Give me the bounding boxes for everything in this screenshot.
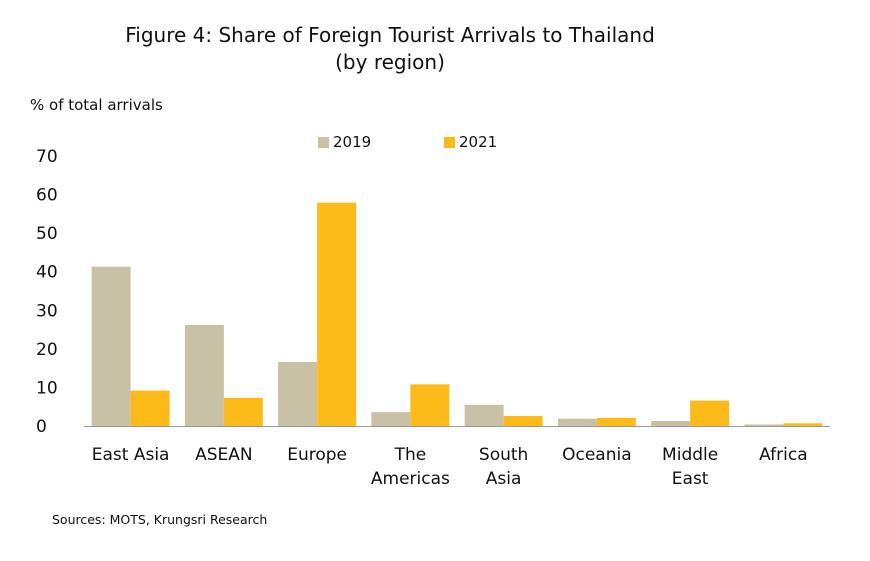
bar-2021-0 xyxy=(130,390,170,426)
bar-2021-7 xyxy=(783,423,823,426)
y-tick-label: 30 xyxy=(36,301,58,321)
bar-2019-2 xyxy=(278,361,318,426)
x-category-label: East xyxy=(672,469,709,489)
y-tick-label: 50 xyxy=(36,224,58,244)
x-category-label: South xyxy=(479,445,528,465)
legend-swatch-2021 xyxy=(444,137,455,148)
y-tick-label: 0 xyxy=(36,417,47,437)
bar-2019-1 xyxy=(184,324,224,426)
legend-swatch-2019 xyxy=(318,137,329,148)
chart-subtitle: (by region) xyxy=(335,50,445,74)
y-tick-label: 10 xyxy=(36,378,58,398)
y-tick-label: 40 xyxy=(36,263,58,283)
source-note: Sources: MOTS, Krungsri Research xyxy=(52,512,268,527)
x-category-label: Middle xyxy=(662,445,718,465)
x-category-label: Oceania xyxy=(562,445,632,465)
y-axis-label: % of total arrivals xyxy=(30,96,163,114)
y-tick-label: 20 xyxy=(36,340,58,360)
bar-2021-5 xyxy=(596,417,636,426)
bar-2019-4 xyxy=(464,404,504,426)
x-category-label: ASEAN xyxy=(195,445,253,465)
x-category-label: Europe xyxy=(287,445,347,465)
legend-label: 2021 xyxy=(459,133,497,151)
bar-2019-7 xyxy=(744,424,784,426)
x-category-label: Africa xyxy=(759,445,808,465)
chart-title: Figure 4: Share of Foreign Tourist Arriv… xyxy=(125,23,655,47)
y-tick-label: 70 xyxy=(36,147,58,167)
x-category-label: Americas xyxy=(371,469,450,489)
x-category-label: Asia xyxy=(486,469,522,489)
bar-2019-0 xyxy=(91,266,131,426)
x-category-label: The xyxy=(394,445,427,465)
legend-label: 2019 xyxy=(333,133,371,151)
bar-2021-4 xyxy=(503,415,543,426)
bar-2021-6 xyxy=(690,400,730,426)
bar-2021-2 xyxy=(317,202,357,426)
bar-2019-5 xyxy=(557,418,597,426)
bar-2019-6 xyxy=(651,420,691,426)
x-category-label: East Asia xyxy=(92,445,170,465)
bar-2021-1 xyxy=(223,397,263,426)
bar-2021-3 xyxy=(410,384,450,426)
bar-2019-3 xyxy=(371,412,411,426)
y-tick-label: 60 xyxy=(36,186,58,206)
